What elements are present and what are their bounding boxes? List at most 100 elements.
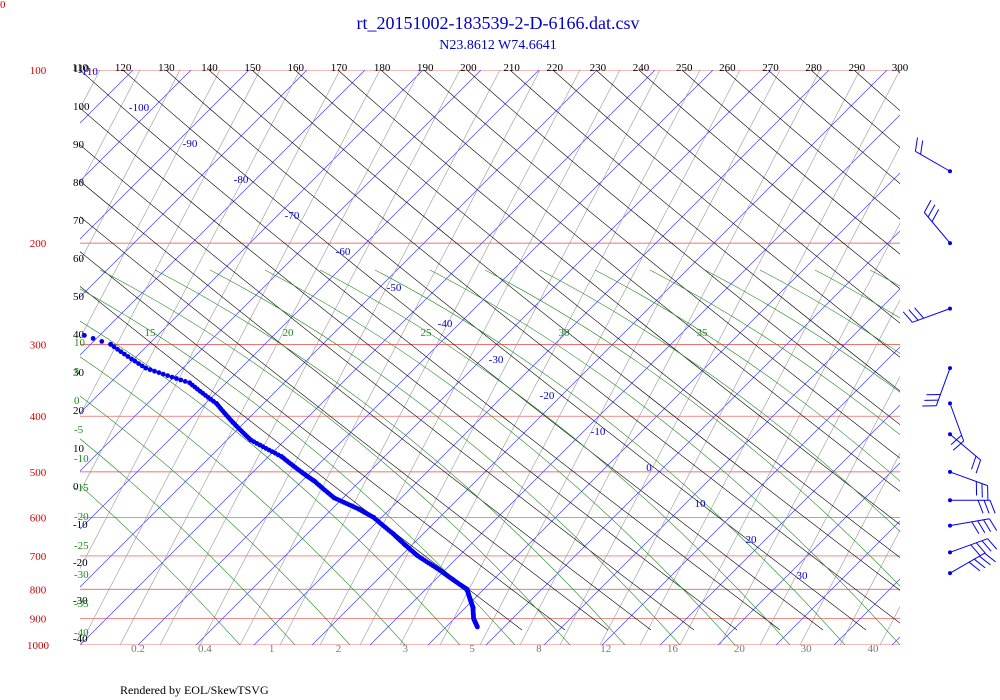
- dewpoint-point: [125, 354, 131, 359]
- isotherm-label: -20: [540, 390, 555, 402]
- theta-tick-label: 160: [288, 62, 305, 74]
- theta-tick-label: 220: [546, 62, 563, 74]
- dry-adiabat-line: [638, 70, 900, 290]
- dry-adiabat-line: [80, 144, 695, 631]
- isotherm-line: [775, 520, 900, 645]
- dewpoint-point: [118, 349, 124, 355]
- height-label: -30: [73, 595, 88, 607]
- mixing-ratio-line: [839, 529, 900, 645]
- dewpoint-point: [475, 624, 480, 630]
- dewpoint-point: [90, 336, 96, 341]
- pressure-label: 200: [30, 238, 47, 250]
- dry-adiabat-line: [80, 216, 609, 631]
- height-label: 20: [73, 405, 85, 417]
- isotherm-line: [80, 70, 656, 645]
- moist-adiabat-line: [80, 438, 296, 645]
- wind-barb: [948, 518, 998, 535]
- dry-adiabat-line: [80, 180, 652, 631]
- dry-adiabat-line: [337, 70, 900, 525]
- isotherm-label: -50: [387, 282, 402, 294]
- moist-adiabat-label: 25: [421, 327, 433, 339]
- mixing-ratio-line: [599, 70, 900, 645]
- dry-adiabat-line: [552, 70, 900, 358]
- mixing-ratio-label: 12: [600, 643, 611, 655]
- dewpoint-point: [22, 311, 27, 316]
- dewpoint-point: [169, 374, 175, 380]
- dry-adiabat-line: [853, 70, 900, 111]
- moist-adiabat-left-label: -20: [74, 511, 89, 523]
- pressure-label: 700: [30, 551, 47, 563]
- mixing-ratio-label: 8: [536, 643, 542, 655]
- isotherm-line: [80, 70, 482, 472]
- wind-barb: [922, 366, 952, 407]
- isotherm-label: 10: [695, 498, 707, 510]
- moist-adiabat-left-label: -35: [74, 598, 89, 610]
- moist-adiabat-line: [814, 269, 900, 319]
- dewpoint-point: [143, 365, 149, 371]
- theta-tick-label: 180: [374, 62, 391, 74]
- temperature-point: [677, 0, 682, 5]
- pressure-label: 1000: [27, 640, 50, 652]
- mixing-ratio-line: [80, 70, 261, 416]
- pressure-label: 400: [30, 411, 47, 423]
- moist-adiabat-line: [594, 269, 900, 482]
- height-label: 70: [73, 215, 85, 227]
- theta-tick-label: 120: [115, 62, 132, 74]
- mixing-ratio-label: 30: [801, 643, 813, 655]
- moist-adiabat-label: 35: [697, 327, 709, 339]
- moist-adiabat-line: [539, 269, 900, 532]
- isotherm-line: [0, 5, 140, 645]
- dewpoint-point: [147, 367, 153, 373]
- theta-tick-label: 130: [158, 62, 175, 74]
- moist-adiabat-left-label: -10: [74, 453, 89, 465]
- dewpoint-point: [136, 361, 142, 366]
- dewpoint-point: [13, 309, 18, 314]
- moist-adiabat-left-label: -40: [74, 627, 89, 639]
- mixing-ratio-label: 20: [734, 643, 746, 655]
- mixing-ratio-line: [80, 70, 341, 569]
- moist-adiabat-left-label: -25: [74, 540, 89, 552]
- moist-adiabat-line: [154, 269, 626, 645]
- wind-barb: [948, 498, 996, 514]
- isotherm-label: 30: [797, 570, 809, 582]
- isotherm-line: [253, 70, 830, 645]
- mixing-ratio-label: 1: [269, 643, 275, 655]
- temperature-point: [666, 2, 671, 7]
- height-label: -10: [73, 519, 88, 531]
- dewpoint-point: [30, 314, 35, 319]
- dewpoint-point: [139, 363, 145, 369]
- isotherm-line: [659, 404, 900, 645]
- height-label: 100: [73, 101, 90, 113]
- pressure-label: 300: [30, 339, 47, 351]
- wind-barb: [948, 552, 996, 576]
- mixing-ratio-line: [0, 70, 20, 645]
- wind-barb: [948, 469, 989, 500]
- dewpoint-point: [65, 327, 70, 332]
- dewpoint-point: [129, 356, 134, 362]
- wind-barb: [923, 199, 952, 246]
- isotherm-line: [80, 70, 366, 356]
- isotherm-line: [80, 70, 308, 298]
- mixing-ratio-line: [80, 70, 181, 263]
- height-label: 60: [73, 253, 85, 265]
- mixing-ratio-line: [719, 299, 900, 645]
- isotherm-line: [195, 70, 772, 645]
- theta-tick-label: 230: [590, 62, 607, 74]
- isotherm-line: [485, 230, 900, 645]
- moist-adiabat-line: [99, 269, 571, 645]
- moist-adiabat-line: [209, 269, 681, 645]
- mixing-ratio-line: [399, 70, 701, 645]
- theta-tick-label: 280: [805, 62, 822, 74]
- moist-adiabat-line: [374, 269, 846, 645]
- dewpoint-point: [152, 368, 157, 374]
- mixing-ratio-line: [960, 70, 1000, 645]
- dewpoint-point: [82, 333, 87, 338]
- dewpoint-point: [39, 318, 44, 323]
- mixing-ratio-line: [519, 70, 821, 645]
- moist-adiabat-left-label: -5: [74, 424, 84, 436]
- wind-barb: [948, 432, 982, 474]
- mixing-ratio-line: [920, 70, 1000, 645]
- isotherm-label: -30: [489, 354, 504, 366]
- mixing-ratio-line: [279, 70, 581, 645]
